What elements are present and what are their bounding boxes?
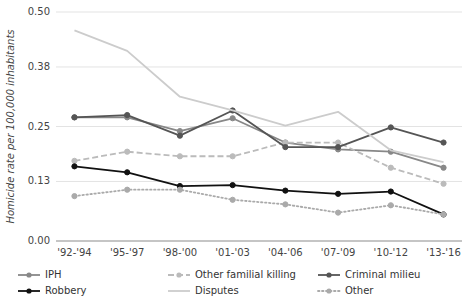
legend-label: Robbery xyxy=(45,285,87,296)
series xyxy=(72,187,446,217)
point-marker xyxy=(177,187,182,192)
point-marker xyxy=(230,116,235,121)
point-marker xyxy=(441,165,446,170)
plot-area xyxy=(72,30,446,217)
series xyxy=(72,164,446,217)
point-marker xyxy=(441,181,446,186)
point-marker xyxy=(72,115,77,120)
point-marker xyxy=(72,164,77,169)
point-marker xyxy=(177,154,182,159)
point-marker xyxy=(125,149,130,154)
grid-line xyxy=(56,126,462,127)
legend-marker xyxy=(326,272,331,277)
y-tick-label: 0.00 xyxy=(28,235,50,246)
point-marker xyxy=(125,187,130,192)
series xyxy=(72,115,446,171)
point-marker xyxy=(72,115,77,120)
point-marker xyxy=(72,194,77,199)
point-marker xyxy=(177,133,182,138)
chart-svg: 0.00 0.13 0.25 0.38 0.50 Homicide rate per 10… xyxy=(0,0,474,307)
x-tick-label: '10-'12 xyxy=(374,247,409,258)
x-tick-label: '92-'94 xyxy=(57,247,92,258)
legend-label: Other xyxy=(345,285,374,296)
legend-label: Criminal milieu xyxy=(345,269,420,280)
legend-item: Other xyxy=(318,285,374,296)
series-line xyxy=(74,30,443,162)
y-tick-label: 0.13 xyxy=(28,175,50,186)
point-marker xyxy=(72,158,77,163)
point-marker xyxy=(441,140,446,145)
point-marker xyxy=(283,202,288,207)
y-axis: 0.00 0.13 0.25 0.38 0.50 xyxy=(28,6,50,246)
legend-swatch xyxy=(168,290,190,292)
legend-marker xyxy=(26,288,31,293)
x-axis: '92-'94 '95-'97 '98-'00 '01-'03 '04-'06 '07-'… xyxy=(56,241,462,258)
chart-container: 0.00 0.13 0.25 0.38 0.50 Homicide rate per 10… xyxy=(0,0,474,307)
x-tick-label: '13-'16 xyxy=(426,247,461,258)
x-tick-label: '01-'03 xyxy=(215,247,250,258)
point-marker xyxy=(335,191,340,196)
legend-marker xyxy=(26,272,31,277)
point-marker xyxy=(388,125,393,130)
point-marker xyxy=(283,145,288,150)
series xyxy=(72,108,446,150)
y-tick-label: 0.50 xyxy=(28,6,50,17)
grid-line xyxy=(56,181,462,182)
legend: IPH Other familial killing Criminal milieu… xyxy=(18,269,420,296)
legend-label: Other familial killing xyxy=(195,269,296,280)
x-axis-line xyxy=(56,241,462,242)
series-line xyxy=(74,166,443,214)
x-tick-label: '98-'00 xyxy=(163,247,198,258)
legend-marker xyxy=(176,272,181,277)
legend-label: IPH xyxy=(45,269,62,280)
x-tick-label: '04-'06 xyxy=(268,247,303,258)
legend-item: Disputes xyxy=(168,285,239,296)
x-tick-label: '07-'09 xyxy=(321,247,356,258)
point-marker xyxy=(441,212,446,217)
x-tick-label: '95-'97 xyxy=(110,247,145,258)
y-axis-label: Homicide rate per 100,000 inhabitants xyxy=(5,29,16,223)
series xyxy=(74,30,443,162)
series-line xyxy=(74,110,443,147)
legend-item: IPH xyxy=(18,269,62,280)
legend-item: Robbery xyxy=(18,285,87,296)
point-marker xyxy=(230,183,235,188)
y-tick-label: 0.38 xyxy=(28,61,50,72)
grid-line xyxy=(56,66,462,67)
legend-label: Disputes xyxy=(195,285,239,296)
point-marker xyxy=(230,154,235,159)
legend-marker xyxy=(326,288,331,293)
point-marker xyxy=(388,203,393,208)
point-marker xyxy=(388,165,393,170)
point-marker xyxy=(441,212,446,217)
y-tick-label: 0.25 xyxy=(28,121,50,132)
point-marker xyxy=(335,210,340,215)
point-marker xyxy=(125,112,130,117)
legend-item: Criminal milieu xyxy=(318,269,420,280)
grid-line xyxy=(56,241,462,242)
legend-item: Other familial killing xyxy=(168,269,296,280)
point-marker xyxy=(388,189,393,194)
grid-line xyxy=(56,12,462,13)
point-marker xyxy=(335,145,340,150)
point-marker xyxy=(125,170,130,175)
series-line xyxy=(74,117,443,167)
series-line xyxy=(74,190,443,215)
y-grid xyxy=(56,12,462,241)
series xyxy=(72,140,446,186)
point-marker xyxy=(230,197,235,202)
point-marker xyxy=(283,188,288,193)
